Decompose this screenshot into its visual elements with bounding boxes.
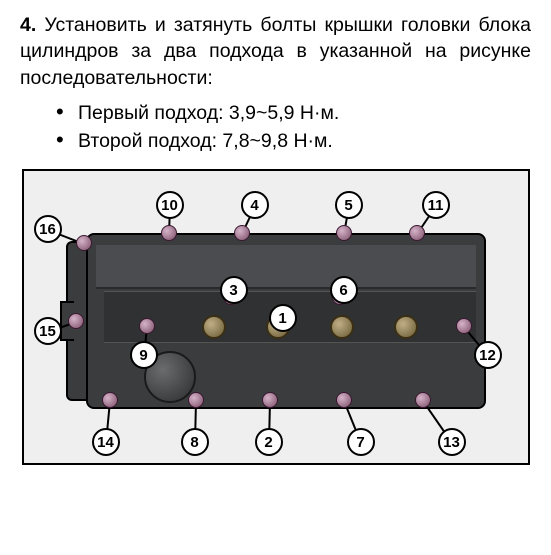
diagram: 12345678910111213141516 [24,171,528,463]
spark-plug-well [394,315,418,339]
bolt-13 [415,392,431,408]
callout-9: 9 [130,341,158,369]
bolt-4 [234,225,250,241]
bolt-10 [161,225,177,241]
step-number: 4. [20,14,36,36]
callout-16: 16 [34,215,62,243]
bullet-2: Второй подход: 7,8~9,8 Н·м. [78,127,531,155]
step-text: 4. Установить и затянуть болты крышки го… [20,12,531,91]
callout-12: 12 [474,341,502,369]
callout-8: 8 [181,428,209,456]
callout-4: 4 [241,191,269,219]
callout-1: 1 [269,304,297,332]
diagram-frame: 12345678910111213141516 [22,169,530,465]
callout-2: 2 [255,428,283,456]
callout-15: 15 [34,317,62,345]
bolt-8 [188,392,204,408]
bolt-9 [139,318,155,334]
bolt-14 [102,392,118,408]
spark-plug-well [202,315,226,339]
bullet-1: Первый подход: 3,9~5,9 Н·м. [78,99,531,127]
callout-13: 13 [438,428,466,456]
callout-6: 6 [330,276,358,304]
bolt-12 [456,318,472,334]
callout-10: 10 [156,191,184,219]
step-body: Установить и затянуть болты крышки голов… [20,14,531,89]
bolt-2 [262,392,278,408]
bolt-15 [68,313,84,329]
callout-14: 14 [92,428,120,456]
spark-plug-well [330,315,354,339]
callout-5: 5 [335,191,363,219]
torque-bullets: Первый подход: 3,9~5,9 Н·м. Второй подхо… [20,99,531,156]
callout-7: 7 [347,428,375,456]
callout-3: 3 [220,276,248,304]
bolt-11 [409,225,425,241]
bolt-5 [336,225,352,241]
bolt-7 [336,392,352,408]
bolt-16 [76,235,92,251]
callout-11: 11 [422,191,450,219]
cover-top-rail [96,245,476,289]
